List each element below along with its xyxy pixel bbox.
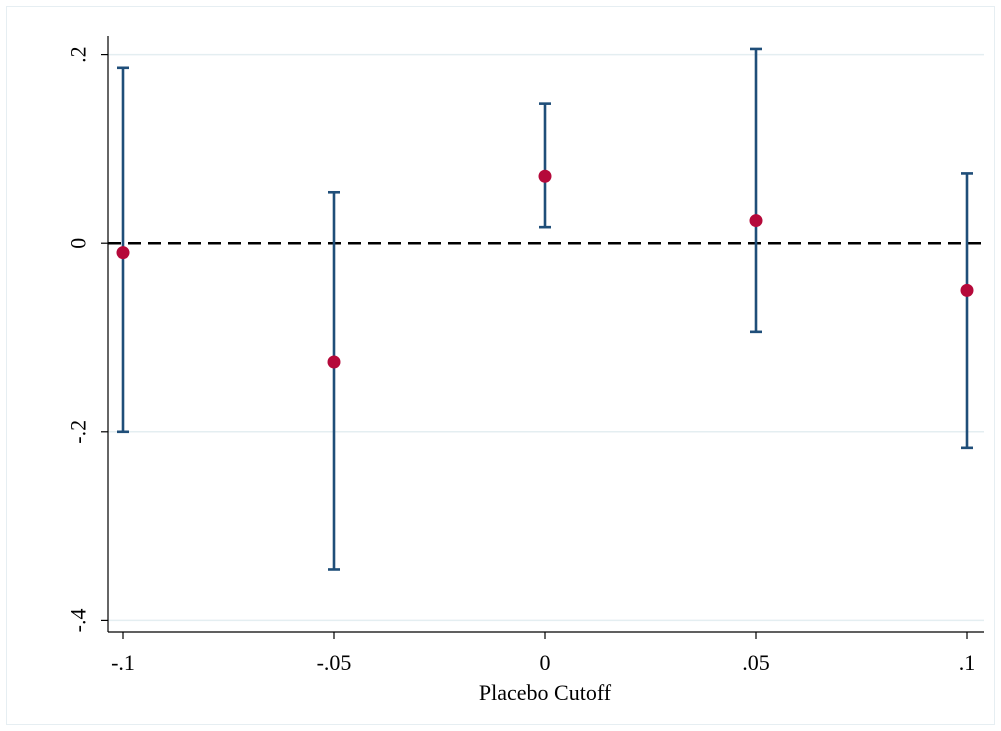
point-estimate-4 xyxy=(960,283,974,297)
y-tick-label-0: -.4 xyxy=(66,608,91,632)
point-estimates xyxy=(116,169,974,369)
x-tick-label-2: 0 xyxy=(540,650,551,675)
point-estimate-1 xyxy=(327,355,341,369)
confidence-intervals xyxy=(117,47,973,571)
tick-labels: -.4 -.2 0 .2 -.1 -.05 0 .05 .1 xyxy=(66,46,976,675)
point-estimate-2 xyxy=(538,169,552,183)
point-estimate-0 xyxy=(116,246,130,260)
x-axis-title: Placebo Cutoff xyxy=(479,680,612,705)
x-tick-label-4: .1 xyxy=(959,650,976,675)
x-tick-label-1: -.05 xyxy=(317,650,352,675)
x-tick-label-3: .05 xyxy=(742,650,770,675)
gridlines xyxy=(108,53,984,622)
axes xyxy=(101,36,984,639)
y-tick-label-1: -.2 xyxy=(66,420,91,444)
y-tick-label-3: .2 xyxy=(66,46,91,63)
x-tick-label-0: -.1 xyxy=(111,650,135,675)
y-tick-label-2: 0 xyxy=(66,238,91,249)
point-estimate-3 xyxy=(749,214,763,228)
outer-frame xyxy=(6,6,995,725)
